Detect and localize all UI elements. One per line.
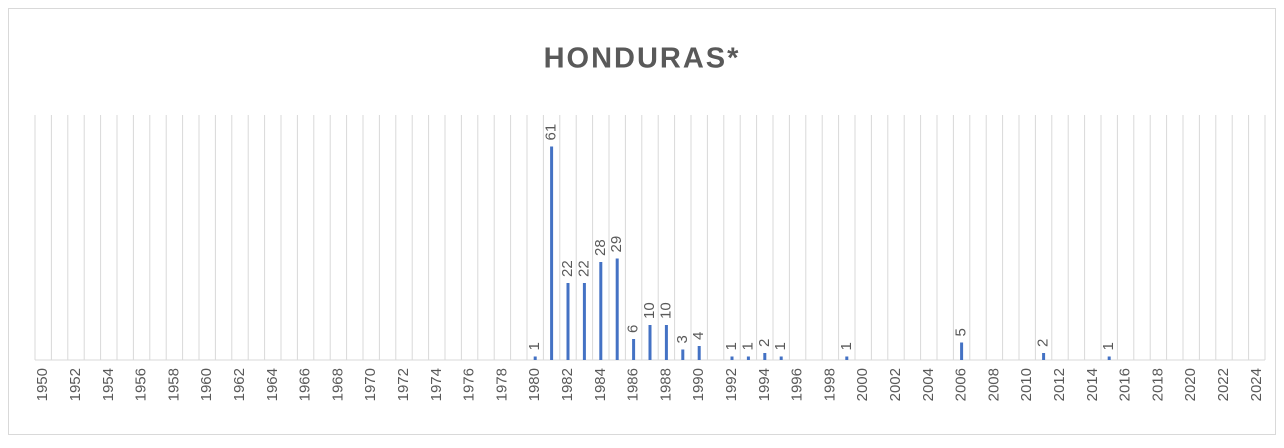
bar	[779, 356, 783, 360]
bar	[599, 262, 603, 360]
data-label: 3	[674, 335, 691, 343]
data-label: 29	[608, 236, 625, 253]
x-tick-label: 2020	[1182, 368, 1199, 401]
x-tick-label: 2012	[1051, 368, 1068, 401]
data-label: 4	[690, 332, 707, 340]
bar	[664, 325, 668, 360]
bar	[960, 342, 964, 360]
x-tick-label: 2022	[1215, 368, 1232, 401]
x-tick-label: 1962	[231, 368, 248, 401]
bar	[582, 283, 586, 360]
data-label: 1	[772, 342, 789, 350]
x-tick-label: 1950	[34, 368, 51, 401]
x-tick-label: 1998	[821, 368, 838, 401]
x-tick-label: 1974	[428, 368, 445, 401]
x-tick-label: 2014	[1084, 368, 1101, 401]
x-tick-label: 1968	[329, 368, 346, 401]
bar	[648, 325, 652, 360]
x-tick-label: 2002	[887, 368, 904, 401]
x-tick-label: 2016	[1117, 368, 1134, 401]
bar	[566, 283, 570, 360]
x-tick-label: 1976	[461, 368, 478, 401]
x-tick-label: 1978	[493, 368, 510, 401]
bar	[615, 258, 619, 360]
data-label: 2	[1035, 339, 1052, 347]
x-tick-label: 2010	[1018, 368, 1035, 401]
bar	[845, 356, 849, 360]
data-label: 6	[625, 325, 642, 333]
x-tick-label: 1986	[625, 368, 642, 401]
x-tick-label: 1980	[526, 368, 543, 401]
x-tick-label: 2000	[854, 368, 871, 401]
bar	[1107, 356, 1111, 360]
x-tick-label: 1966	[297, 368, 314, 401]
x-tick-label: 1988	[657, 368, 674, 401]
x-tick-label: 1956	[133, 368, 150, 401]
x-tick-label: 1972	[395, 368, 412, 401]
data-label: 1	[838, 342, 855, 350]
bar	[681, 349, 685, 360]
bar	[746, 356, 750, 360]
data-label: 22	[559, 260, 576, 277]
bar	[632, 339, 636, 360]
x-tick-label: 1952	[67, 368, 84, 401]
data-label: 2	[756, 339, 773, 347]
x-tick-label: 2024	[1248, 368, 1265, 401]
x-tick-label: 2006	[953, 368, 970, 401]
x-tick-label: 1996	[789, 368, 806, 401]
data-label: 1	[1100, 342, 1117, 350]
bar	[697, 346, 701, 360]
x-tick-label: 1964	[264, 368, 281, 401]
x-tick-label: 1960	[198, 368, 215, 401]
x-tick-label: 1990	[690, 368, 707, 401]
data-label: 5	[953, 328, 970, 336]
data-label: 22	[575, 260, 592, 277]
data-label: 10	[641, 302, 658, 319]
data-label: 61	[543, 124, 560, 141]
x-tick-label: 1994	[756, 368, 773, 401]
x-tick-label: 2018	[1149, 368, 1166, 401]
x-tick-label: 1992	[723, 368, 740, 401]
data-label: 10	[657, 302, 674, 319]
bar	[550, 146, 554, 360]
bar	[533, 356, 537, 360]
data-label: 28	[592, 239, 609, 256]
x-tick-label: 2008	[985, 368, 1002, 401]
chart-title: HONDURAS*	[544, 43, 741, 75]
bar	[1042, 353, 1046, 360]
x-tick-label: 1958	[165, 368, 182, 401]
x-tick-label: 1970	[362, 368, 379, 401]
x-tick-label: 1954	[100, 368, 117, 401]
x-tick-label: 1984	[592, 368, 609, 401]
bar	[763, 353, 767, 360]
x-tick-label: 1982	[559, 368, 576, 401]
data-label: 1	[723, 342, 740, 350]
bar	[730, 356, 734, 360]
data-label: 1	[526, 342, 543, 350]
x-tick-label: 2004	[920, 368, 937, 401]
data-label: 1	[739, 342, 756, 350]
